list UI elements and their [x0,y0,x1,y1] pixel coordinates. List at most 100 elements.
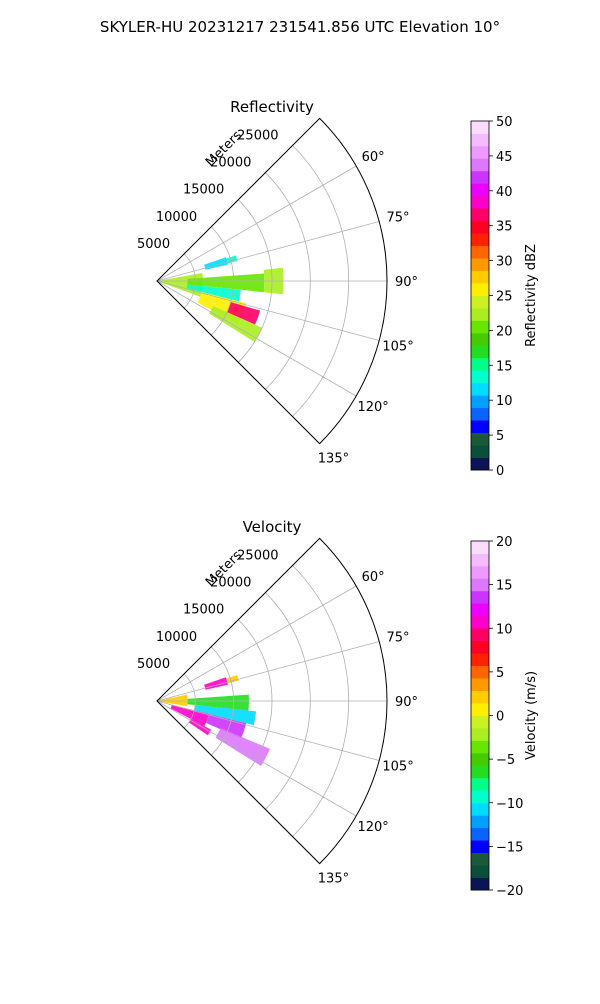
colorbar-tick-label: 0 [496,710,504,725]
colorbar-tick-label: 35 [496,220,513,235]
colorbar-tick-label: 30 [496,255,513,270]
colorbar-segment [471,270,489,284]
colorbar-tick-label: 15 [496,359,513,374]
velocity-title: Velocity [243,518,302,536]
colorbar-segment [471,370,489,384]
colorbar-segment [471,233,489,247]
range-tick-label: 20000 [210,156,251,171]
velocity-panel: Velocity 5000 10000 15000 20000 25000 60° 75° 9… [137,518,539,899]
colorbar-tick-label: 50 [496,115,513,130]
colorbar-segment [471,815,489,829]
colorbar-segment [471,565,489,579]
colorbar-segment [471,865,489,878]
echo-region [194,705,257,726]
velocity-plot: 5000 10000 15000 20000 25000 60° 75° 90° 105° 120… [137,537,418,886]
colorbar-segment [471,790,489,804]
colorbar-segment [471,727,489,741]
figure-title: SKYLER-HU 20231217 231541.856 UTC Elevat… [100,18,500,36]
colorbar-segment [471,133,489,147]
echo-region [209,305,263,342]
colorbar-segment [471,307,489,321]
azimuth-gridline [156,700,357,817]
echo-region [206,713,247,739]
azimuth-gridline [156,221,380,282]
colorbar-tick-label: 20 [496,324,513,339]
colorbar-segment [471,840,489,854]
echo-region [170,704,210,727]
colorbar-segment [471,777,489,791]
azimuth-tick-label: 75° [387,210,410,225]
colorbar-segment [471,603,489,617]
colorbar-segment [471,827,489,841]
colorbar-label: Velocity (m/s) [524,671,539,760]
range-tick-label: 10000 [156,210,197,225]
colorbar-segment [471,541,489,554]
reflectivity-title: Reflectivity [230,98,314,116]
colorbar-segment [471,640,489,654]
azimuth-gridline [156,280,357,397]
sector-frame [156,537,388,865]
colorbar-segment [471,295,489,309]
echo-region [204,257,228,270]
colorbar-segment [471,590,489,604]
colorbar-segment [471,332,489,346]
reflectivity-colorbar: 0 5 10 15 20 25 30 35 40 45 50 Reflectivity dBZ [470,115,539,479]
colorbar-segment [471,740,489,754]
velocity-colorbar: −20 −15 −10 −5 0 5 10 15 20 Velocity (m/s) [470,535,539,899]
range-tick-label: 25000 [237,548,278,563]
range-tick-label: 10000 [156,630,197,645]
colorbar-segment [471,420,489,434]
reflectivity-panel: Reflectivity 5000 10000 15000 20000 25000 60°… [137,98,539,479]
colorbar-segment [471,445,489,458]
colorbar-segment [471,852,489,866]
colorbar-segment [471,283,489,296]
echo-region [227,302,261,325]
echo-region [186,284,241,302]
azimuth-tick-label: 60° [362,150,385,165]
colorbar-tick-label: 10 [496,622,513,637]
colorbar-segment [471,615,489,629]
colorbar-segment [471,690,489,704]
colorbar-segment [471,553,489,567]
colorbar-tick-label: 25 [496,290,513,305]
colorbar-segment [471,407,489,421]
colorbar-segment [471,345,489,359]
colorbar-segment [471,678,489,691]
azimuth-tick-label: 135° [318,871,349,886]
azimuth-tick-label: 105° [382,340,413,355]
azimuth-gridline [156,700,380,761]
azimuth-tick-label: 90° [395,695,418,710]
colorbar-tick-label: 0 [496,464,504,479]
range-tick-label: 5000 [137,657,170,672]
colorbar-tick-label: −15 [496,840,523,855]
colorbar-segment [471,245,489,259]
colorbar-segment [471,145,489,159]
colorbar-segment [471,432,489,446]
azimuth-tick-label: 105° [382,760,413,775]
azimuth-gridline [156,280,380,341]
reflectivity-plot: 5000 10000 15000 20000 25000 60° 75° 90° 105° 120… [137,117,418,466]
colorbar-label: Reflectivity dBZ [524,244,539,347]
azimuth-tick-label: 120° [357,820,388,835]
colorbar-segment [471,395,489,409]
azimuth-tick-label: 60° [362,570,385,585]
azimuth-tick-label: 135° [318,451,349,466]
echo-region [157,694,188,707]
echo-region [204,677,228,690]
colorbar-tick-label: 20 [496,535,513,550]
colorbar-segment [471,752,489,766]
azimuth-tick-label: 90° [395,275,418,290]
colorbar-segment [471,703,489,716]
colorbar-segment [471,665,489,679]
echo-region [187,273,265,293]
colorbar-segment [471,208,489,222]
colorbar-segment [471,183,489,197]
sector-frame [156,117,388,445]
colorbar-segment [471,195,489,209]
colorbar-tick-label: 10 [496,394,513,409]
echo-region [215,727,270,767]
colorbar-segment [471,578,489,592]
colorbar-segment [471,258,489,271]
